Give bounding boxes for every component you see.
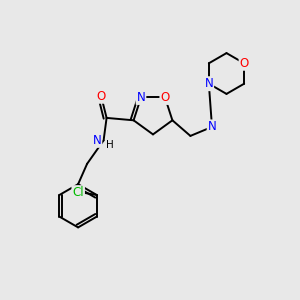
Text: O: O bbox=[97, 90, 106, 103]
Text: Cl: Cl bbox=[72, 186, 84, 199]
Text: N: N bbox=[136, 91, 146, 104]
Text: N: N bbox=[205, 77, 213, 90]
Text: H: H bbox=[106, 140, 114, 150]
Text: N: N bbox=[93, 134, 101, 147]
Text: N: N bbox=[208, 120, 216, 134]
Text: O: O bbox=[239, 57, 249, 70]
Text: O: O bbox=[160, 91, 169, 104]
